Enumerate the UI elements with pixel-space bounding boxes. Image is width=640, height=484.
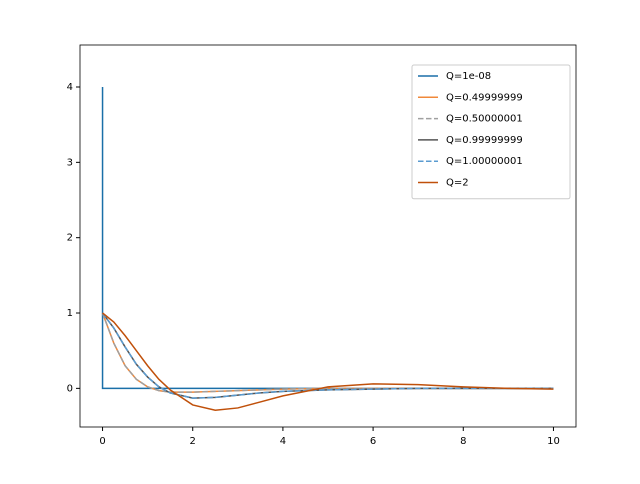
x-tick-label: 6 bbox=[370, 436, 376, 447]
y-tick-label: 0 bbox=[67, 383, 73, 394]
legend-label: Q=0.49999999 bbox=[446, 92, 523, 103]
line bbox=[101, 312, 554, 399]
y-tick-label: 2 bbox=[67, 233, 73, 244]
legend-label: Q=0.50000001 bbox=[446, 114, 523, 125]
legend-label: Q=1e-08 bbox=[446, 71, 491, 82]
y-tick-label: 4 bbox=[67, 82, 73, 93]
x-tick-label: 2 bbox=[190, 436, 196, 447]
legend-box bbox=[411, 64, 571, 200]
line bbox=[102, 312, 554, 411]
x-tick-label: 4 bbox=[280, 436, 286, 447]
legend-label: Q=1.00000001 bbox=[446, 156, 523, 167]
x-tick-label: 8 bbox=[460, 436, 466, 447]
line bbox=[101, 312, 554, 393]
y-tick-label: 1 bbox=[67, 308, 73, 319]
plot-frame bbox=[79, 44, 577, 428]
x-tick-label: 0 bbox=[99, 436, 105, 447]
legend-label: Q=2 bbox=[446, 178, 469, 189]
legend-label: Q=0.99999999 bbox=[446, 135, 523, 146]
x-tick-label: 10 bbox=[547, 436, 560, 447]
y-tick-label: 3 bbox=[67, 157, 73, 168]
